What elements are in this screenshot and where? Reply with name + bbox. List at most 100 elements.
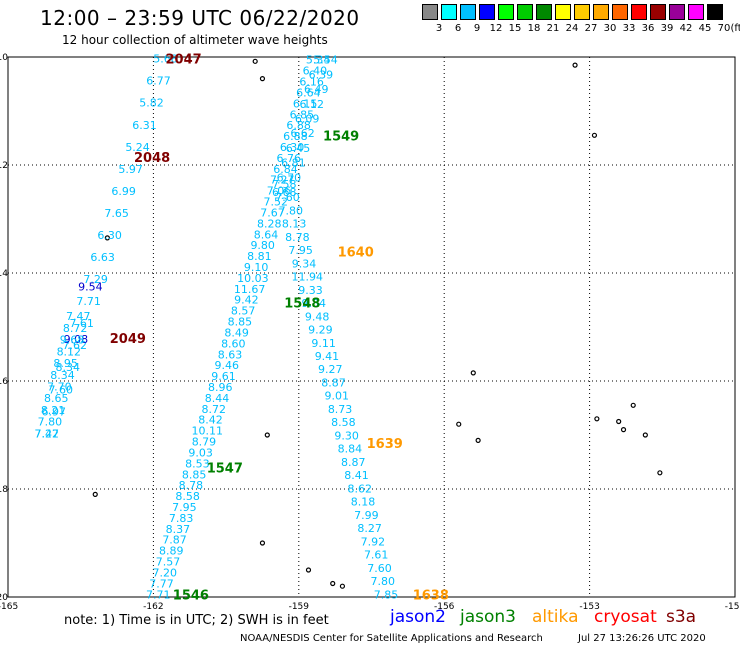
footer-timestamp: Jul 27 13:26:26 UTC 2020 bbox=[578, 633, 706, 644]
swh-value: 8.37 bbox=[166, 523, 191, 536]
pass-time-label: 2047 bbox=[166, 53, 202, 68]
swh-value: 6.84 bbox=[273, 163, 298, 176]
swh-value: 8.21 bbox=[41, 404, 66, 417]
swh-value: 7.60 bbox=[275, 191, 300, 204]
scale-swatch bbox=[460, 4, 476, 20]
scale-label: 70 bbox=[717, 23, 731, 34]
swh-value: 6.77 bbox=[146, 75, 171, 88]
map-frame bbox=[7, 56, 736, 598]
swh-value: 7.67 bbox=[260, 206, 285, 219]
scale-label: 9 bbox=[473, 23, 481, 34]
satellite-name: jason2 bbox=[390, 607, 446, 627]
scale-unit: (ft) bbox=[730, 23, 740, 34]
swh-value: 7.58 bbox=[272, 178, 297, 191]
lat-tick-label: -20 bbox=[0, 593, 8, 603]
swh-value: 7.61 bbox=[364, 549, 389, 562]
swh-value: 10.03 bbox=[237, 272, 269, 285]
swh-value: 5.97 bbox=[118, 163, 143, 176]
swh-value: 6.63 bbox=[90, 251, 115, 264]
swh-value: 9.03 bbox=[188, 446, 213, 459]
swh-value: 7.85 bbox=[374, 588, 399, 601]
swh-value: 9.33 bbox=[298, 284, 323, 297]
island-outline bbox=[594, 416, 600, 422]
scale-label: 3 bbox=[435, 23, 443, 34]
swh-value: 9.46 bbox=[215, 359, 240, 372]
swh-value: 7.71 bbox=[76, 295, 101, 308]
scale-label: 6 bbox=[454, 23, 462, 34]
island-outline bbox=[591, 132, 598, 138]
pass-time-label: 2049 bbox=[110, 332, 146, 347]
swh-value: 7.29 bbox=[83, 273, 108, 286]
swh-value: 5.24 bbox=[125, 141, 150, 154]
scale-swatch bbox=[498, 4, 514, 20]
swh-value: 7.65 bbox=[104, 207, 129, 220]
lat-tick-label: -10 bbox=[0, 53, 8, 63]
swh-value: 5.54 bbox=[313, 54, 338, 67]
lon-tick-label: -156 bbox=[434, 602, 455, 612]
scale-label: 33 bbox=[622, 23, 636, 34]
island-outline bbox=[330, 580, 336, 587]
swh-value: 9.68 bbox=[60, 334, 85, 347]
scale-label: 30 bbox=[603, 23, 617, 34]
swh-value: 8.96 bbox=[208, 381, 233, 394]
swh-value: 8.18 bbox=[351, 496, 376, 509]
swh-value: 8.57 bbox=[231, 305, 256, 318]
pass-time-label: 1640 bbox=[338, 245, 374, 260]
satellite-name: altika bbox=[532, 607, 579, 627]
swh-value: 7.60 bbox=[367, 562, 392, 575]
swh-value: 8.87 bbox=[321, 376, 346, 389]
swh-value: 5.68 bbox=[153, 53, 178, 66]
swh-value: 6.88 bbox=[286, 119, 311, 132]
island-outline bbox=[259, 540, 266, 546]
swh-value: 9.08 bbox=[64, 333, 89, 346]
swh-value: 8.34 bbox=[55, 361, 80, 374]
swh-value: 8.72 bbox=[63, 322, 88, 335]
swh-value: 6.15 bbox=[293, 97, 318, 110]
swh-value: 9.80 bbox=[250, 239, 275, 252]
swh-value: 6.62 bbox=[290, 127, 315, 140]
swh-value: 9.11 bbox=[311, 337, 336, 350]
swh-value: 6.45 bbox=[286, 142, 311, 155]
swh-value: 9.61 bbox=[211, 370, 236, 383]
swh-value: 6.68 bbox=[272, 186, 297, 199]
swh-value: 9.29 bbox=[308, 324, 333, 337]
scale-label: 42 bbox=[679, 23, 693, 34]
swh-value: 8.63 bbox=[218, 348, 243, 361]
swh-value: 8.12 bbox=[57, 345, 82, 358]
scale-label: 36 bbox=[641, 23, 655, 34]
swh-value: 6.76 bbox=[277, 152, 302, 165]
swh-value: 8.72 bbox=[201, 403, 226, 416]
lat-tick-label: -12 bbox=[0, 161, 8, 171]
swh-value: 8.13 bbox=[282, 218, 307, 231]
scale-label: 27 bbox=[584, 23, 598, 34]
island-outline bbox=[92, 491, 98, 497]
swh-value: 8.85 bbox=[182, 468, 207, 481]
swh-value: 7.71 bbox=[146, 588, 171, 601]
swh-value: 8.62 bbox=[348, 482, 373, 495]
swh-value: 8.73 bbox=[328, 403, 353, 416]
footer-credit: NOAA/NESDIS Center for Satellite Applica… bbox=[240, 633, 543, 644]
swh-value: 8.95 bbox=[53, 357, 78, 370]
swh-value: 11.94 bbox=[291, 271, 323, 284]
swh-value: 8.79 bbox=[192, 436, 217, 449]
swh-value: 9.34 bbox=[302, 297, 327, 310]
pass-time-label: 1638 bbox=[413, 588, 449, 603]
swh-value: 9.30 bbox=[334, 429, 359, 442]
scale-swatch bbox=[631, 4, 647, 20]
swh-value: 7.83 bbox=[169, 512, 194, 525]
swh-value: 7.61 bbox=[69, 317, 94, 330]
swh-value: 8.58 bbox=[175, 490, 200, 503]
satellite-name: cryosat bbox=[594, 607, 657, 627]
lon-tick-label: -150 bbox=[725, 602, 740, 612]
swh-value: 6.16 bbox=[299, 76, 324, 89]
swh-value: 8.44 bbox=[205, 392, 230, 405]
scale-swatch bbox=[688, 4, 704, 20]
swh-value: 7.80 bbox=[371, 575, 396, 588]
scale-swatch bbox=[669, 4, 685, 20]
scale-swatch bbox=[517, 4, 533, 20]
lat-tick-label: -18 bbox=[0, 485, 8, 495]
footnote: note: 1) Time is in UTC; 2) SWH is in fe… bbox=[64, 613, 329, 628]
swh-value: 7.95 bbox=[288, 244, 313, 257]
swh-value: 7.92 bbox=[361, 535, 386, 548]
